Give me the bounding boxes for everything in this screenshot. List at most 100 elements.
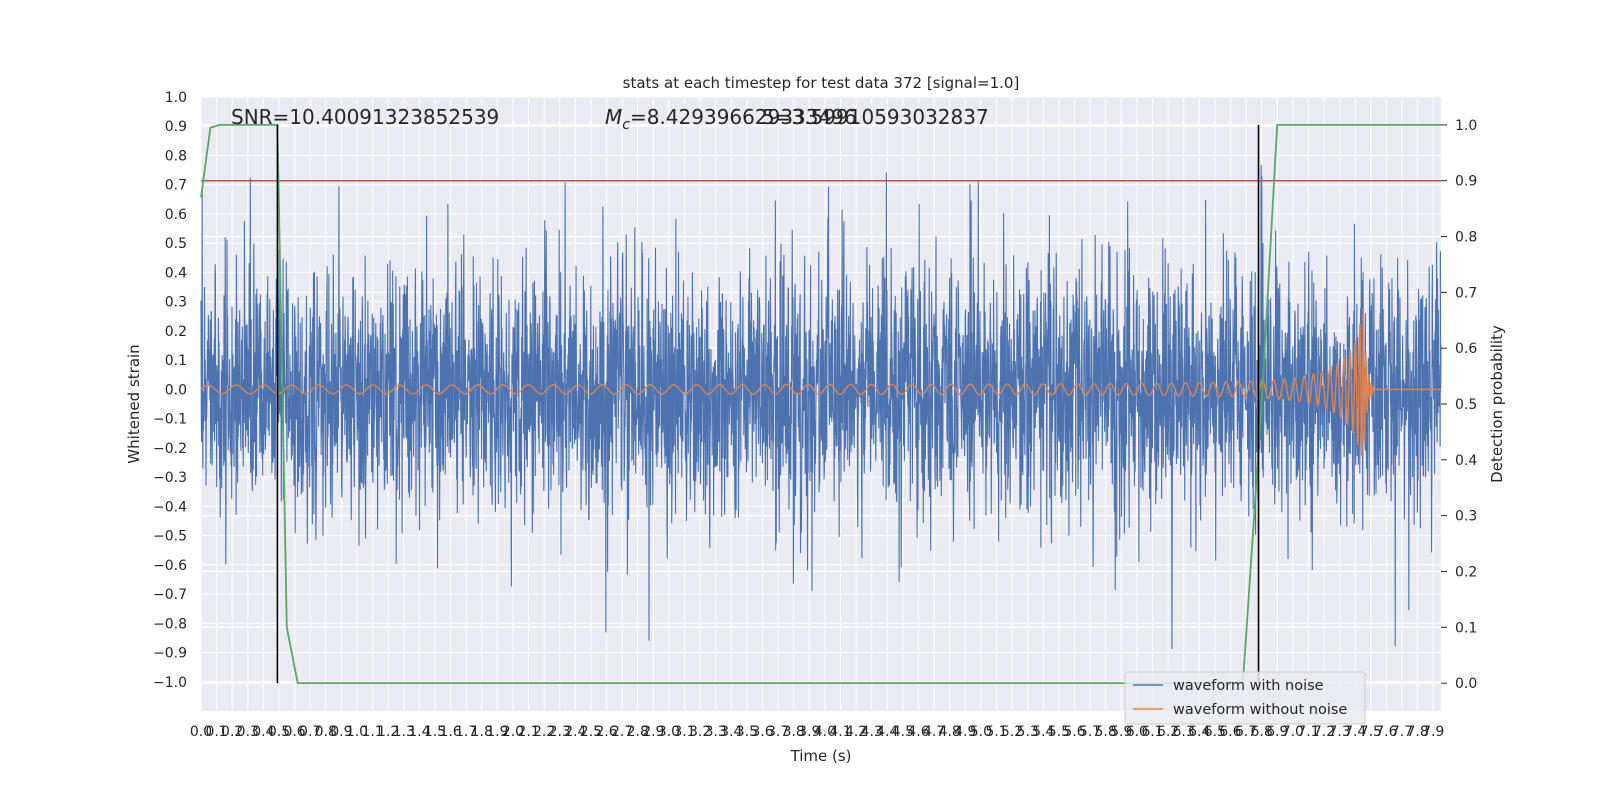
x-axis-label: Time (s) xyxy=(790,747,852,765)
chirp-mass-value: =8.429396629333496 xyxy=(630,105,857,129)
x-tick-label: 6.5 xyxy=(1204,724,1226,740)
x-tick-label: 2.5 xyxy=(580,724,602,740)
x-tick-label: 4.5 xyxy=(892,724,914,740)
x-tick-label: 7.3 xyxy=(1328,724,1350,740)
x-tick-label: 1.1 xyxy=(361,724,383,740)
x-tick-label: 6.8 xyxy=(1250,724,1272,740)
x-tick-label: 4.7 xyxy=(923,724,945,740)
y2-tick-label: 0.4 xyxy=(1455,453,1477,469)
x-tick-label: 5.5 xyxy=(1048,724,1070,740)
x-tick-label: 4.6 xyxy=(907,724,929,740)
y-tick-label: −0.5 xyxy=(153,529,187,545)
x-tick-label: 7.7 xyxy=(1391,724,1413,740)
snr-annotation: SNR=10.40091323852539 xyxy=(231,105,499,129)
x-tick-label: 7.6 xyxy=(1375,724,1397,740)
y2-axis-label: Detection probability xyxy=(1488,325,1506,483)
y-tick-label: −0.8 xyxy=(153,616,187,632)
x-tick-label: 6.1 xyxy=(1141,724,1163,740)
y-tick-label: 0.1 xyxy=(165,353,187,369)
x-tick-label: 0.5 xyxy=(268,724,290,740)
series-waveform-with-noise xyxy=(200,164,1442,649)
legend: waveform with noise waveform without noi… xyxy=(1124,671,1366,725)
x-tick-label: 3.3 xyxy=(705,724,727,740)
y-tick-label: −0.7 xyxy=(153,587,187,603)
y-tick-label: 0.9 xyxy=(165,119,187,135)
y2-tick-label: 0.6 xyxy=(1455,341,1477,357)
chirp-mass-annotation: Mc=8.429396629333496 xyxy=(605,105,857,133)
x-tick-label: 0.4 xyxy=(252,724,274,740)
x-tick-label: 4.8 xyxy=(939,724,961,740)
x-tick-label: 4.9 xyxy=(954,724,976,740)
x-tick-label: 0.3 xyxy=(237,724,259,740)
x-tick-label: 2.1 xyxy=(517,724,539,740)
x-tick-label: 5.6 xyxy=(1063,724,1085,740)
x-tick-label: 7.5 xyxy=(1360,724,1382,740)
x-tick-label: 6.2 xyxy=(1157,724,1179,740)
x-tick-label: 4.4 xyxy=(876,724,898,740)
x-tick-label: 3.8 xyxy=(783,724,805,740)
y2-tick-label: 0.5 xyxy=(1455,397,1477,413)
x-tick-label: 3.2 xyxy=(689,724,711,740)
x-tick-label: 6.4 xyxy=(1188,724,1210,740)
series-detection-probability xyxy=(200,124,1441,684)
x-tick-label: 0.0 xyxy=(190,724,212,740)
x-tick-label: 2.4 xyxy=(564,724,586,740)
y-tick-label: 0.7 xyxy=(165,178,187,194)
y-axis-label: Whitened strain xyxy=(125,344,143,463)
x-tick-label: 3.1 xyxy=(673,724,695,740)
y2-tick-label: 0.7 xyxy=(1455,285,1477,301)
x-tick-label: 1.4 xyxy=(408,724,430,740)
x-tick-label: 0.7 xyxy=(299,724,321,740)
legend-box xyxy=(1124,671,1366,725)
y-tick-label: −0.2 xyxy=(153,441,187,457)
x-tick-label: 5.3 xyxy=(1017,724,1039,740)
x-tick-label: 3.5 xyxy=(736,724,758,740)
y2-tick-label: 1.0 xyxy=(1455,118,1477,134)
x-tick-label: 4.1 xyxy=(829,724,851,740)
x-tick-label: 0.9 xyxy=(330,724,352,740)
y2-tick-label: 0.8 xyxy=(1455,230,1477,246)
x-tick-label: 4.3 xyxy=(861,724,883,740)
x-tick-label: 5.1 xyxy=(985,724,1007,740)
x-tick-label: 3.0 xyxy=(658,724,680,740)
x-tick-label: 2.9 xyxy=(642,724,664,740)
y-tick-label: −0.3 xyxy=(153,470,187,486)
y2-tick-label: 0.2 xyxy=(1455,564,1477,580)
x-tick-label: 5.0 xyxy=(970,724,992,740)
x-tick-label: 1.9 xyxy=(486,724,508,740)
x-tick-label: 1.3 xyxy=(393,724,415,740)
x-tick-label: 4.0 xyxy=(814,724,836,740)
x-tick-label: 2.2 xyxy=(533,724,555,740)
x-tick-label: 1.2 xyxy=(377,724,399,740)
x-tick-label: 7.4 xyxy=(1344,724,1366,740)
ticks: 0.00.10.20.30.40.50.60.70.80.91.01.11.21… xyxy=(153,90,1477,740)
x-tick-label: 5.9 xyxy=(1110,724,1132,740)
chirp-mass-symbol: M xyxy=(605,105,622,129)
x-tick-label: 5.7 xyxy=(1079,724,1101,740)
x-tick-label: 7.9 xyxy=(1422,724,1444,740)
legend-label-noise: waveform with noise xyxy=(1173,678,1324,694)
x-tick-label: 6.3 xyxy=(1173,724,1195,740)
x-tick-label: 6.7 xyxy=(1235,724,1257,740)
x-tick-label: 6.9 xyxy=(1266,724,1288,740)
y-tick-label: 0.6 xyxy=(165,207,187,223)
x-tick-label: 1.5 xyxy=(424,724,446,740)
x-tick-label: 3.4 xyxy=(720,724,742,740)
y-tick-label: 0.3 xyxy=(165,295,187,311)
series-waveform-without-noise xyxy=(200,309,1441,456)
x-tick-label: 2.3 xyxy=(549,724,571,740)
x-tick-label: 5.2 xyxy=(1001,724,1023,740)
x-tick-label: 6.0 xyxy=(1126,724,1148,740)
x-tick-label: 5.8 xyxy=(1095,724,1117,740)
x-tick-label: 3.6 xyxy=(751,724,773,740)
y-tick-label: −0.1 xyxy=(153,412,187,428)
y-tick-label: 0.4 xyxy=(165,265,187,281)
mass-ratio-annotation: 5=3.5991059303283­7 xyxy=(762,105,989,129)
x-tick-label: 6.6 xyxy=(1219,724,1241,740)
x-tick-label: 2.7 xyxy=(611,724,633,740)
series-layer xyxy=(200,164,1442,649)
y-tick-label: 0.0 xyxy=(165,382,187,398)
x-tick-label: 4.2 xyxy=(845,724,867,740)
y-tick-label: −0.4 xyxy=(153,499,187,515)
